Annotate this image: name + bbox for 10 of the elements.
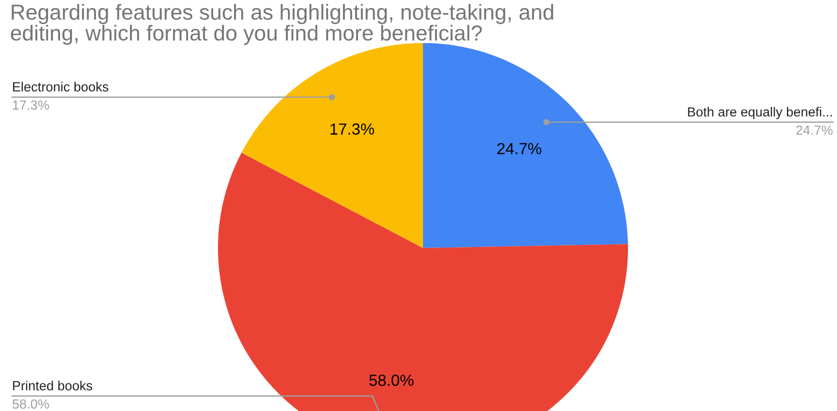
text: 58.0% — [12, 399, 49, 409]
text: 17.3% — [13, 100, 49, 110]
data-label: 58.0% — [369, 374, 414, 386]
slice-label: Both are equally benefi... — [688, 106, 832, 120]
chart-title: Regarding features such as highlighting, note-taking, and editing, which format do you find more beneficial? — [10, 4, 554, 45]
data-label: 24.7% — [497, 142, 542, 154]
data-label: 17.3% — [330, 123, 374, 135]
slice-label: Electronic books — [13, 82, 108, 92]
slice-label: Printed books — [13, 380, 92, 390]
text: 24.7% — [796, 126, 833, 135]
